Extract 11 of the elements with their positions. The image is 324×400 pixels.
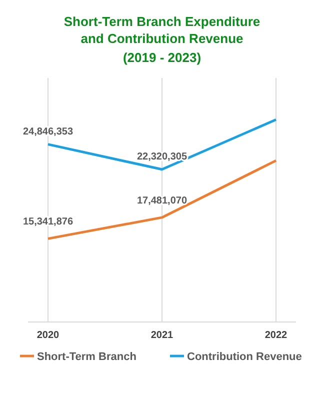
chart-title: Short-Term Branch Expenditure and Contribution Revenue <box>64 14 260 46</box>
data-label: 24,846,353 <box>22 126 74 138</box>
x-tick-label: 2022 <box>264 330 288 341</box>
x-tick-label: 2020 <box>36 330 60 341</box>
data-label: 17,481,070 <box>136 195 188 206</box>
legend-label: Contribution Revenue <box>187 351 302 363</box>
legend-label: Short-Term Branch <box>37 351 137 363</box>
chart-subtitle: (2019 - 2023) <box>122 50 202 65</box>
data-label: 15,341,876 <box>22 216 74 228</box>
x-tick-label: 2021 <box>150 330 174 341</box>
data-label: 22,320,305 <box>136 151 188 162</box>
